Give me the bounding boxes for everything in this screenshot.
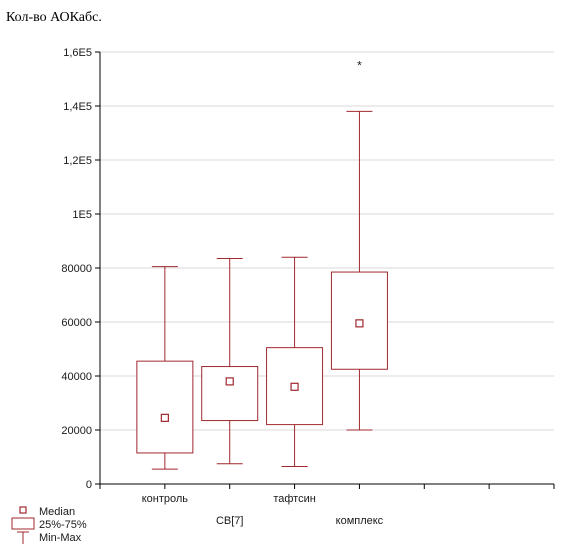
axis-layer bbox=[95, 51, 555, 489]
y-tick-label: 60000 bbox=[61, 317, 92, 329]
box-3 bbox=[266, 256, 324, 467]
legend-label: Median bbox=[39, 506, 75, 518]
y-tick-label: 1,6E5 bbox=[63, 47, 92, 59]
legend-label: Min-Max bbox=[39, 532, 82, 544]
box-layer: * bbox=[136, 58, 388, 470]
median-marker bbox=[355, 319, 364, 328]
y-tick-label: 0 bbox=[86, 479, 92, 491]
x-tick-label: тафтсин bbox=[273, 493, 315, 505]
x-tick-label: СВ[7] bbox=[216, 515, 244, 527]
median-marker bbox=[290, 382, 299, 391]
y-tick-label: 20000 bbox=[61, 425, 92, 437]
iqr-box bbox=[201, 366, 259, 422]
legend-box-symbol bbox=[11, 517, 35, 530]
label-layer: 0 20000 40000 60000 80000 1E5 1,2E5 1,4E5 1,6E5 к… bbox=[61, 47, 383, 527]
grid-layer bbox=[100, 51, 554, 431]
box-4: * bbox=[330, 58, 388, 431]
median-marker bbox=[160, 413, 169, 422]
outlier-marker: * bbox=[357, 58, 362, 72]
x-tick-label: контроль bbox=[142, 493, 189, 505]
x-tick-label: комплекс bbox=[336, 515, 384, 527]
legend-label: 25%-75% bbox=[39, 519, 87, 531]
y-tick-label: 1E5 bbox=[72, 209, 92, 221]
median-marker bbox=[225, 377, 234, 386]
y-tick-label: 1,2E5 bbox=[63, 155, 92, 167]
box-2 bbox=[201, 258, 259, 465]
box-1 bbox=[136, 266, 194, 470]
legend-median-symbol bbox=[19, 506, 27, 514]
y-tick-label: 40000 bbox=[61, 371, 92, 383]
y-tick-label: 1,4E5 bbox=[63, 101, 92, 113]
chart-title: Кол-во АОКабс. bbox=[6, 10, 102, 25]
y-tick-label: 80000 bbox=[61, 263, 92, 275]
iqr-box bbox=[136, 360, 194, 454]
